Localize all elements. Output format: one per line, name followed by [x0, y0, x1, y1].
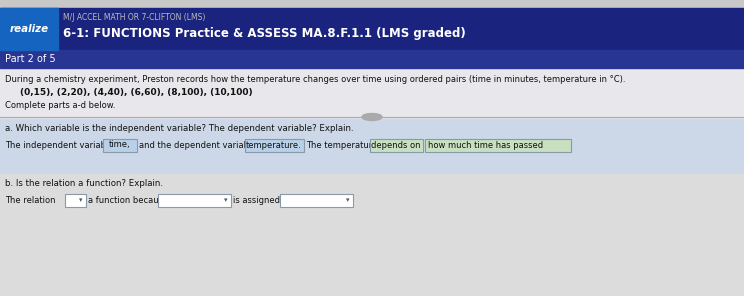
Text: realize: realize	[10, 24, 48, 34]
Text: b. Is the relation a function? Explain.: b. Is the relation a function? Explain.	[5, 179, 163, 188]
Text: During a chemistry experiment, Preston records how the temperature changes over : During a chemistry experiment, Preston r…	[5, 75, 626, 84]
FancyBboxPatch shape	[280, 194, 353, 207]
Text: temperature.: temperature.	[246, 141, 302, 149]
Text: ▾: ▾	[346, 197, 350, 203]
Ellipse shape	[362, 113, 382, 120]
Text: a function because: a function because	[88, 196, 168, 205]
Bar	[0, 50, 744, 68]
Text: The relation: The relation	[5, 196, 56, 205]
FancyBboxPatch shape	[370, 139, 423, 152]
Text: Complete parts a-d below.: Complete parts a-d below.	[5, 101, 115, 110]
Text: Part 2 of 5: Part 2 of 5	[5, 54, 56, 64]
Bar	[0, 8, 58, 50]
Bar	[0, 174, 744, 296]
Text: and the dependent variable is: and the dependent variable is	[139, 141, 266, 150]
FancyBboxPatch shape	[158, 194, 231, 207]
FancyBboxPatch shape	[65, 194, 86, 207]
Bar	[0, 0, 744, 8]
Text: 6-1: FUNCTIONS Practice & ASSESS MA.8.F.1.1 (LMS graded): 6-1: FUNCTIONS Practice & ASSESS MA.8.F.…	[63, 28, 466, 41]
Text: (0,15), (2,20), (4,40), (6,60), (8,100), (10,100): (0,15), (2,20), (4,40), (6,60), (8,100),…	[20, 88, 253, 97]
Bar	[0, 68, 744, 296]
Bar	[0, 119, 744, 174]
FancyBboxPatch shape	[103, 139, 136, 152]
Text: The independent variable is: The independent variable is	[5, 141, 123, 150]
Text: time,: time,	[109, 141, 130, 149]
Text: is assigned to: is assigned to	[233, 196, 291, 205]
FancyBboxPatch shape	[245, 139, 304, 152]
Text: a. Which variable is the independent variable? The dependent variable? Explain.: a. Which variable is the independent var…	[5, 124, 353, 133]
Bar	[0, 8, 744, 50]
Text: depends on: depends on	[371, 141, 421, 149]
Text: The temperature: The temperature	[306, 141, 377, 150]
Text: how much time has passed: how much time has passed	[428, 141, 543, 149]
Text: M/J ACCEL MATH OR 7-CLIFTON (LMS): M/J ACCEL MATH OR 7-CLIFTON (LMS)	[63, 14, 205, 22]
Text: ▾: ▾	[80, 197, 83, 203]
Text: ▾: ▾	[224, 197, 228, 203]
FancyBboxPatch shape	[425, 139, 571, 152]
